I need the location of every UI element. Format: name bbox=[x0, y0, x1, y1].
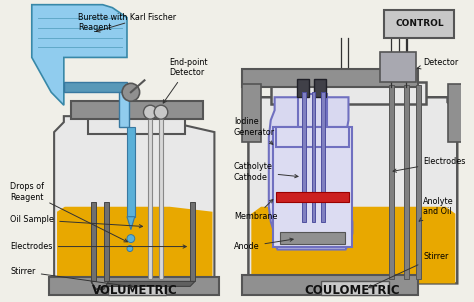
Bar bbox=[108, 283, 166, 295]
Text: CONTROL: CONTROL bbox=[395, 19, 444, 28]
Bar bbox=[417, 85, 421, 279]
Bar bbox=[242, 69, 419, 87]
Bar bbox=[242, 275, 419, 295]
Bar bbox=[71, 101, 203, 119]
Bar bbox=[275, 127, 349, 147]
Bar bbox=[88, 114, 185, 134]
Bar bbox=[271, 82, 426, 104]
Text: Anolyte
and Oil: Anolyte and Oil bbox=[419, 197, 454, 221]
Bar bbox=[447, 84, 467, 142]
Bar bbox=[273, 127, 352, 246]
Text: Stirrer: Stirrer bbox=[368, 252, 449, 288]
Text: Iodine
Generator: Iodine Generator bbox=[234, 117, 275, 144]
Polygon shape bbox=[127, 217, 135, 230]
Polygon shape bbox=[251, 207, 456, 283]
Bar bbox=[389, 85, 394, 279]
Polygon shape bbox=[64, 82, 127, 92]
Circle shape bbox=[122, 83, 140, 101]
Bar bbox=[384, 10, 455, 37]
Text: End-point
Detector: End-point Detector bbox=[163, 58, 207, 103]
Bar bbox=[297, 79, 309, 97]
Bar bbox=[190, 202, 195, 281]
Text: Electrodes: Electrodes bbox=[10, 242, 186, 251]
Text: Detector: Detector bbox=[418, 58, 458, 69]
Text: Anode: Anode bbox=[234, 238, 293, 251]
Circle shape bbox=[127, 246, 133, 252]
Polygon shape bbox=[127, 127, 135, 217]
Bar bbox=[321, 92, 325, 222]
Circle shape bbox=[154, 105, 168, 119]
Bar bbox=[404, 85, 409, 279]
Bar bbox=[314, 79, 326, 97]
Text: COULOMETRIC: COULOMETRIC bbox=[304, 284, 400, 297]
Circle shape bbox=[127, 235, 135, 243]
Polygon shape bbox=[248, 97, 457, 283]
Polygon shape bbox=[119, 92, 129, 127]
Text: Catholyte
Cathode: Catholyte Cathode bbox=[234, 162, 298, 182]
Bar bbox=[302, 92, 306, 222]
Bar bbox=[281, 232, 345, 244]
Text: Electrodes: Electrodes bbox=[393, 157, 465, 172]
Bar bbox=[311, 92, 315, 222]
Bar bbox=[49, 278, 219, 295]
Bar bbox=[242, 84, 261, 142]
Circle shape bbox=[144, 105, 157, 119]
Text: VOLUMETRIC: VOLUMETRIC bbox=[92, 284, 178, 297]
Bar bbox=[148, 115, 152, 279]
Polygon shape bbox=[54, 116, 214, 283]
Text: Drops of
Reagent: Drops of Reagent bbox=[10, 182, 128, 242]
Text: Membrane: Membrane bbox=[234, 200, 277, 221]
Polygon shape bbox=[32, 5, 127, 105]
Polygon shape bbox=[57, 207, 212, 283]
Polygon shape bbox=[269, 97, 352, 249]
Polygon shape bbox=[91, 281, 195, 289]
Bar bbox=[380, 53, 417, 82]
Bar bbox=[298, 94, 327, 132]
Bar bbox=[275, 192, 349, 202]
Text: Burette with Karl Fischer
Reagent: Burette with Karl Fischer Reagent bbox=[78, 13, 176, 32]
Bar bbox=[104, 202, 109, 281]
Text: Stirrer: Stirrer bbox=[10, 267, 133, 288]
Text: Oil Sample: Oil Sample bbox=[10, 215, 143, 228]
Bar bbox=[321, 281, 389, 295]
Bar bbox=[91, 202, 96, 281]
Bar bbox=[159, 115, 163, 279]
